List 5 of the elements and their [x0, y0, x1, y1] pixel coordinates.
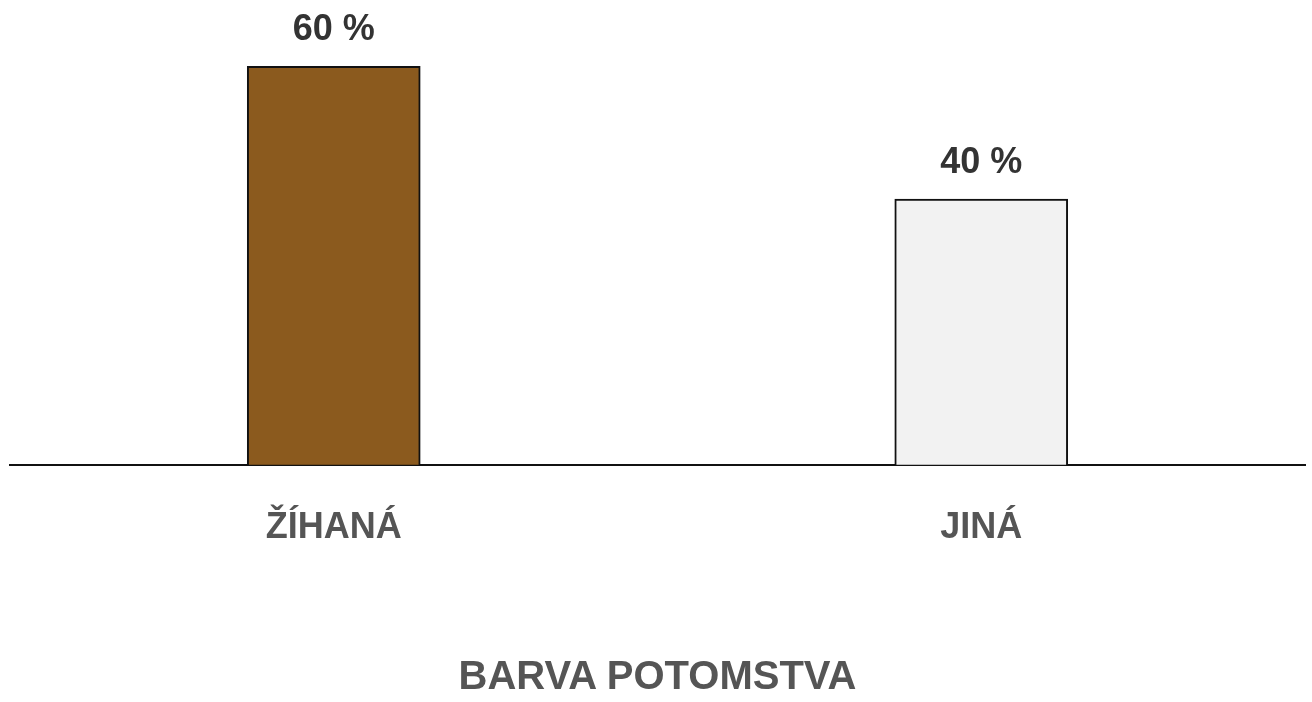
x-tick-label: JINÁ — [940, 505, 1023, 547]
x-axis-title: BARVA POTOMSTVA — [458, 653, 857, 698]
data-label: 60 % — [292, 7, 375, 49]
data-label: 40 % — [940, 140, 1023, 182]
x-tick-label: ŽÍHANÁ — [265, 504, 402, 547]
